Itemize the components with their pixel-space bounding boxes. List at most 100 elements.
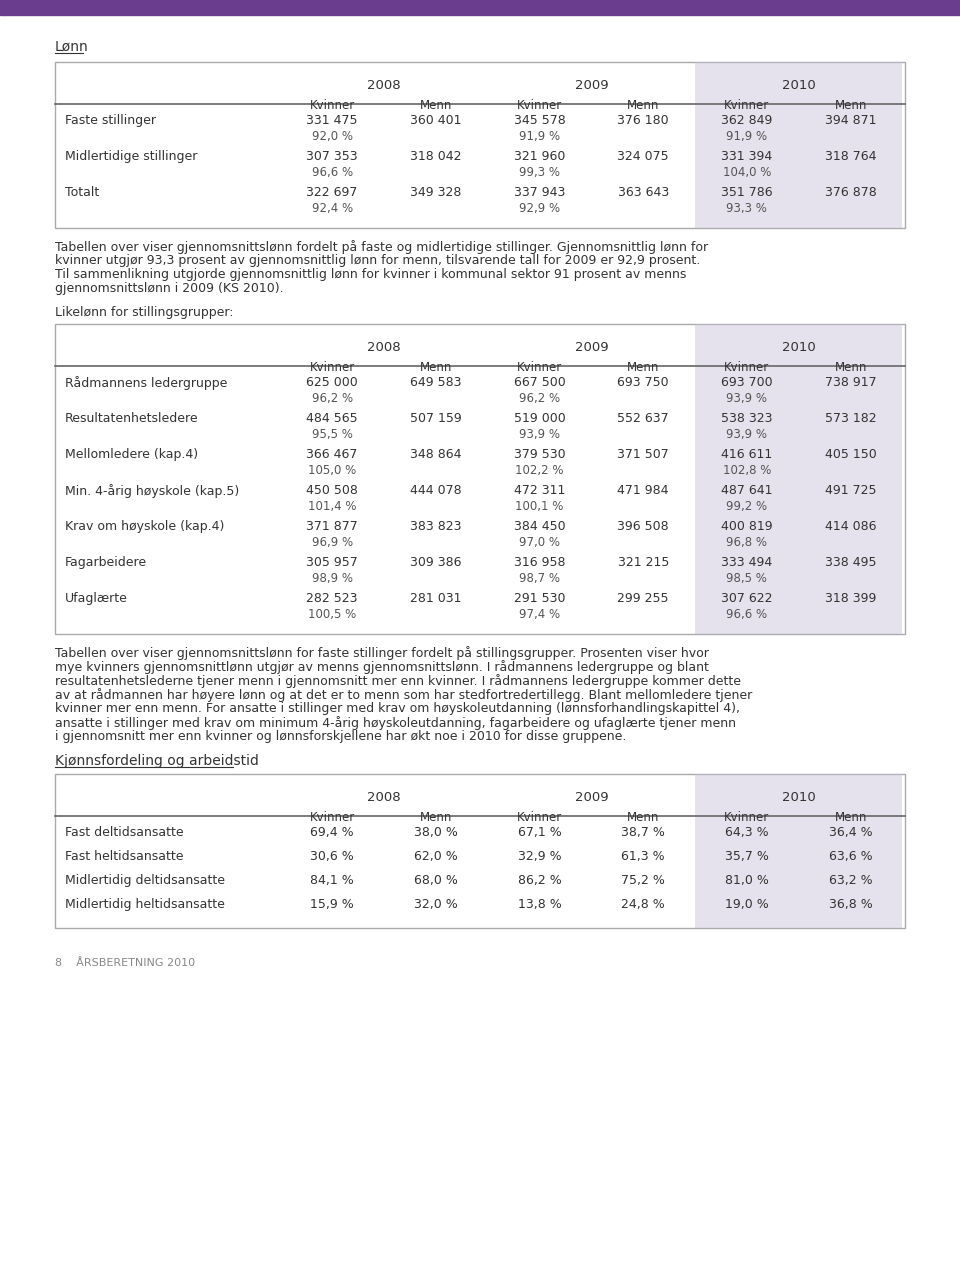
Text: Fagarbeidere: Fagarbeidere	[65, 556, 147, 569]
Text: 360 401: 360 401	[410, 114, 462, 127]
Text: 93,3 %: 93,3 %	[727, 202, 767, 215]
Text: 95,5 %: 95,5 %	[312, 428, 352, 441]
Text: gjennomsnittslønn i 2009 (KS 2010).: gjennomsnittslønn i 2009 (KS 2010).	[55, 282, 283, 295]
Text: Kvinner: Kvinner	[516, 812, 563, 824]
Text: 102,2 %: 102,2 %	[516, 464, 564, 478]
Text: 38,7 %: 38,7 %	[621, 826, 665, 839]
Text: 105,0 %: 105,0 %	[308, 464, 356, 478]
Text: 96,2 %: 96,2 %	[312, 392, 352, 405]
Text: mye kvinners gjennomsnittlønn utgjør av menns gjennomsnittslønn. I rådmannens le: mye kvinners gjennomsnittlønn utgjør av …	[55, 660, 708, 674]
Text: 318 764: 318 764	[825, 150, 876, 163]
Text: Fast heltidsansatte: Fast heltidsansatte	[65, 850, 183, 864]
Text: Menn: Menn	[627, 361, 660, 373]
Text: 97,0 %: 97,0 %	[519, 536, 560, 549]
Text: Kvinner: Kvinner	[309, 812, 355, 824]
Text: Kjønnsfordeling og arbeidstid: Kjønnsfordeling og arbeidstid	[55, 754, 259, 768]
Text: 64,3 %: 64,3 %	[725, 826, 769, 839]
Text: 2009: 2009	[574, 79, 609, 91]
Text: Ufaglærte: Ufaglærte	[65, 592, 128, 605]
Text: 69,4 %: 69,4 %	[310, 826, 354, 839]
Text: 322 697: 322 697	[306, 185, 358, 199]
Text: 507 159: 507 159	[410, 411, 462, 425]
Text: 291 530: 291 530	[514, 592, 565, 605]
Text: 348 864: 348 864	[410, 448, 462, 461]
Text: 281 031: 281 031	[410, 592, 462, 605]
Text: 96,2 %: 96,2 %	[519, 392, 560, 405]
Text: Menn: Menn	[627, 99, 660, 112]
Text: Kvinner: Kvinner	[309, 361, 355, 373]
Text: 305 957: 305 957	[306, 556, 358, 569]
Text: 24,8 %: 24,8 %	[621, 898, 665, 911]
Text: 484 565: 484 565	[306, 411, 358, 425]
Text: 19,0 %: 19,0 %	[725, 898, 769, 911]
Text: 351 786: 351 786	[721, 185, 773, 199]
Text: 35,7 %: 35,7 %	[725, 850, 769, 864]
Text: 61,3 %: 61,3 %	[621, 850, 665, 864]
Text: 97,4 %: 97,4 %	[519, 608, 560, 621]
Text: 99,3 %: 99,3 %	[519, 166, 560, 179]
Text: 63,2 %: 63,2 %	[828, 874, 873, 886]
Text: 93,9 %: 93,9 %	[519, 428, 560, 441]
Text: 8    ÅRSBERETNING 2010: 8 ÅRSBERETNING 2010	[55, 958, 195, 968]
Text: 36,8 %: 36,8 %	[828, 898, 873, 911]
Text: 81,0 %: 81,0 %	[725, 874, 769, 886]
Text: 2010: 2010	[781, 342, 816, 354]
Text: 337 943: 337 943	[514, 185, 565, 199]
Text: Krav om høyskole (kap.4): Krav om høyskole (kap.4)	[65, 519, 225, 533]
Text: 96,6 %: 96,6 %	[727, 608, 767, 621]
Text: Menn: Menn	[834, 361, 867, 373]
Text: 91,9 %: 91,9 %	[519, 130, 560, 144]
Text: 15,9 %: 15,9 %	[310, 898, 354, 911]
Bar	[55, 324, 905, 634]
Text: 307 622: 307 622	[721, 592, 773, 605]
Text: 316 958: 316 958	[514, 556, 565, 569]
Text: 333 494: 333 494	[721, 556, 773, 569]
Text: 100,1 %: 100,1 %	[516, 500, 564, 513]
Text: 405 150: 405 150	[825, 448, 876, 461]
Text: Lønn: Lønn	[55, 39, 88, 55]
Text: 667 500: 667 500	[514, 376, 565, 389]
Text: 68,0 %: 68,0 %	[414, 874, 458, 886]
Text: Menn: Menn	[834, 812, 867, 824]
Text: 471 984: 471 984	[617, 484, 669, 497]
Text: 376 180: 376 180	[617, 114, 669, 127]
Text: 519 000: 519 000	[514, 411, 565, 425]
Text: 491 725: 491 725	[825, 484, 876, 497]
Text: Faste stillinger: Faste stillinger	[65, 114, 156, 127]
Text: Totalt: Totalt	[65, 185, 99, 199]
Text: Tabellen over viser gjennomsnittslønn for faste stillinger fordelt på stillingsg: Tabellen over viser gjennomsnittslønn fo…	[55, 646, 708, 660]
Text: 92,4 %: 92,4 %	[312, 202, 352, 215]
Text: 67,1 %: 67,1 %	[517, 826, 562, 839]
Text: Menn: Menn	[834, 99, 867, 112]
Text: 383 823: 383 823	[410, 519, 462, 533]
Text: Kvinner: Kvinner	[724, 361, 770, 373]
Text: 649 583: 649 583	[410, 376, 462, 389]
Text: 552 637: 552 637	[617, 411, 669, 425]
Text: 2008: 2008	[367, 79, 400, 91]
Text: 363 643: 363 643	[617, 185, 669, 199]
Text: Fast deltidsansatte: Fast deltidsansatte	[65, 826, 183, 839]
Text: 371 877: 371 877	[306, 519, 358, 533]
Text: Midlertidige stillinger: Midlertidige stillinger	[65, 150, 198, 163]
Text: 299 255: 299 255	[617, 592, 669, 605]
Text: 472 311: 472 311	[514, 484, 565, 497]
Text: 93,9 %: 93,9 %	[727, 392, 767, 405]
Text: 450 508: 450 508	[306, 484, 358, 497]
Text: 100,5 %: 100,5 %	[308, 608, 356, 621]
Text: Kvinner: Kvinner	[516, 361, 563, 373]
Text: 75,2 %: 75,2 %	[621, 874, 665, 886]
Text: 2009: 2009	[574, 791, 609, 804]
Text: 379 530: 379 530	[514, 448, 565, 461]
Text: 96,6 %: 96,6 %	[312, 166, 352, 179]
Text: 444 078: 444 078	[410, 484, 462, 497]
Text: 2009: 2009	[574, 342, 609, 354]
Text: 30,6 %: 30,6 %	[310, 850, 354, 864]
Text: 371 507: 371 507	[617, 448, 669, 461]
Text: Midlertidig deltidsansatte: Midlertidig deltidsansatte	[65, 874, 225, 886]
Text: Rådmannens ledergruppe: Rådmannens ledergruppe	[65, 376, 228, 390]
Text: 362 849: 362 849	[721, 114, 773, 127]
Text: 96,8 %: 96,8 %	[727, 536, 767, 549]
Text: 321 215: 321 215	[617, 556, 669, 569]
Text: 487 641: 487 641	[721, 484, 773, 497]
Bar	[695, 773, 902, 928]
